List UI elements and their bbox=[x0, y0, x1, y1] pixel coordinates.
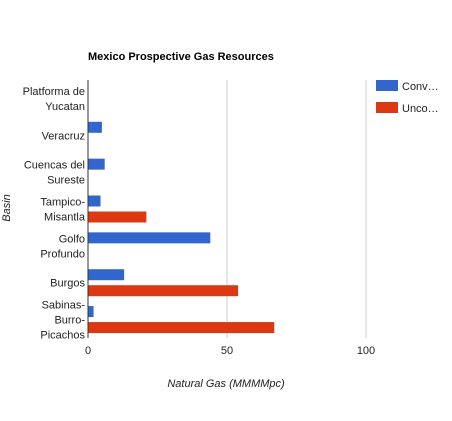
bar bbox=[88, 322, 275, 334]
y-tick-label: Sabinas-Burro-Picachos bbox=[40, 300, 85, 342]
chart-title: Mexico Prospective Gas Resources bbox=[88, 51, 274, 63]
axes: 0 50 100 Platforma de Yucatan Veracruz Cuencas… bbox=[23, 80, 375, 357]
x-tick-label: 0 bbox=[85, 345, 91, 357]
y-tick-label: Platforma de Yucatan bbox=[23, 86, 85, 113]
y-tick-label: Tampico-Misantla bbox=[40, 197, 85, 224]
x-tick-label: 100 bbox=[357, 345, 375, 357]
bar bbox=[88, 232, 211, 244]
bar bbox=[88, 211, 147, 223]
legend-label: Unco… bbox=[402, 103, 439, 115]
bar bbox=[88, 269, 125, 281]
bar bbox=[88, 158, 105, 170]
bar bbox=[88, 285, 239, 297]
y-tick-label: Cuencas del Sureste bbox=[24, 160, 85, 187]
gridlines bbox=[226, 80, 367, 338]
legend: Conv… Unco… bbox=[376, 80, 439, 115]
y-tick-label: Veracruz bbox=[42, 130, 85, 142]
y-tick-label: Golfo Profundo bbox=[40, 233, 85, 260]
bars bbox=[88, 121, 275, 334]
x-tick-label: 50 bbox=[221, 345, 233, 357]
bar bbox=[88, 195, 101, 207]
legend-swatch bbox=[376, 102, 398, 113]
y-tick-label: Burgos bbox=[50, 278, 85, 290]
legend-swatch bbox=[376, 80, 398, 91]
x-axis-label: Natural Gas (MMMMpc) bbox=[167, 378, 285, 390]
bar bbox=[88, 121, 102, 133]
legend-label: Conv… bbox=[402, 81, 439, 93]
y-axis-label: Basin bbox=[1, 194, 13, 222]
bar bbox=[88, 306, 94, 318]
